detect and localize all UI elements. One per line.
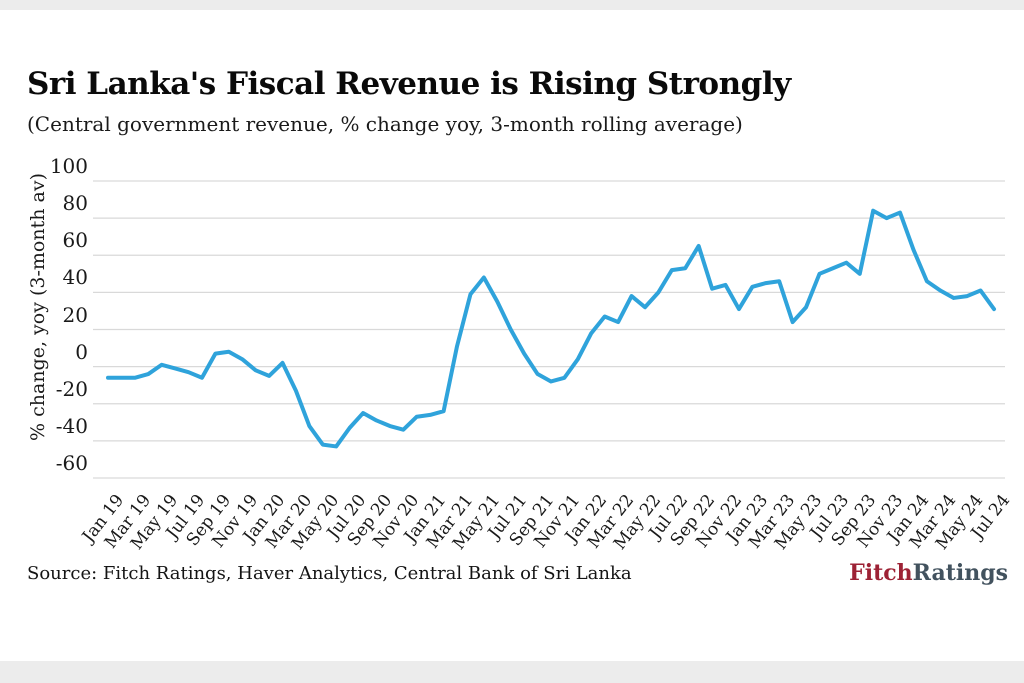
revenue-line (106, 208, 996, 449)
y-tick-label: 100 (49, 154, 88, 178)
y-tick-label: 40 (62, 265, 88, 290)
y-tick-label: 20 (62, 302, 88, 327)
fitch-ratings-logo: FitchRatings (849, 560, 1008, 586)
y-tick-label: 0 (75, 339, 88, 364)
source-text: Source: Fitch Ratings, Haver Analytics, … (27, 563, 632, 584)
chart-title: Sri Lanka's Fiscal Revenue is Rising Str… (27, 66, 791, 102)
logo-ratings: Ratings (912, 560, 1008, 586)
y-tick-label: 60 (62, 228, 88, 253)
y-tick-label: -20 (55, 376, 88, 401)
y-tick-label: -40 (55, 413, 88, 438)
chart-subtitle: (Central government revenue, % change yo… (27, 112, 743, 136)
letterbox-bottom (0, 661, 1024, 683)
letterbox-top (0, 0, 1024, 10)
y-tick-label: 80 (62, 191, 88, 216)
y-tick-label: -60 (55, 451, 88, 475)
logo-fitch: Fitch (849, 560, 913, 586)
